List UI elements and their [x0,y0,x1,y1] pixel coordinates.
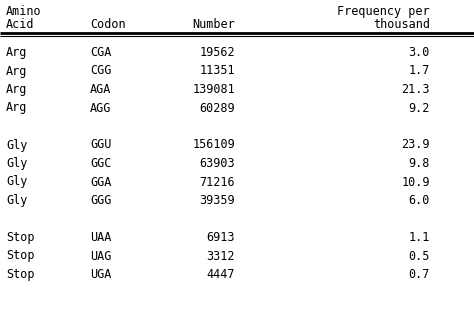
Text: 21.3: 21.3 [401,83,430,96]
Text: 3312: 3312 [207,250,235,263]
Text: Frequency per: Frequency per [337,5,430,18]
Text: 9.8: 9.8 [409,157,430,170]
Text: 60289: 60289 [200,101,235,115]
Text: Acid: Acid [6,18,35,31]
Text: 4447: 4447 [207,268,235,281]
Text: Arg: Arg [6,83,27,96]
Text: 39359: 39359 [200,194,235,207]
Text: UAG: UAG [90,250,111,263]
Text: AGG: AGG [90,101,111,115]
Text: Arg: Arg [6,64,27,78]
Text: AGA: AGA [90,83,111,96]
Text: 11351: 11351 [200,64,235,78]
Text: GGG: GGG [90,194,111,207]
Text: UAA: UAA [90,231,111,244]
Text: 139081: 139081 [192,83,235,96]
Text: Stop: Stop [6,268,35,281]
Text: GGU: GGU [90,138,111,151]
Text: Gly: Gly [6,157,27,170]
Text: thousand: thousand [373,18,430,31]
Text: CGA: CGA [90,46,111,59]
Text: Amino: Amino [6,5,42,18]
Text: 156109: 156109 [192,138,235,151]
Text: 71216: 71216 [200,176,235,188]
Text: UGA: UGA [90,268,111,281]
Text: 0.5: 0.5 [409,250,430,263]
Text: Stop: Stop [6,231,35,244]
Text: Gly: Gly [6,194,27,207]
Text: 6.0: 6.0 [409,194,430,207]
Text: Gly: Gly [6,176,27,188]
Text: Gly: Gly [6,138,27,151]
Text: 1.1: 1.1 [409,231,430,244]
Text: 0.7: 0.7 [409,268,430,281]
Text: GGA: GGA [90,176,111,188]
Text: GGC: GGC [90,157,111,170]
Text: Number: Number [192,18,235,31]
Text: Codon: Codon [90,18,126,31]
Text: Arg: Arg [6,46,27,59]
Text: Stop: Stop [6,250,35,263]
Text: Arg: Arg [6,101,27,115]
Text: 6913: 6913 [207,231,235,244]
Text: 19562: 19562 [200,46,235,59]
Text: 9.2: 9.2 [409,101,430,115]
Text: 3.0: 3.0 [409,46,430,59]
Text: CGG: CGG [90,64,111,78]
Text: 1.7: 1.7 [409,64,430,78]
Text: 63903: 63903 [200,157,235,170]
Text: 10.9: 10.9 [401,176,430,188]
Text: 23.9: 23.9 [401,138,430,151]
